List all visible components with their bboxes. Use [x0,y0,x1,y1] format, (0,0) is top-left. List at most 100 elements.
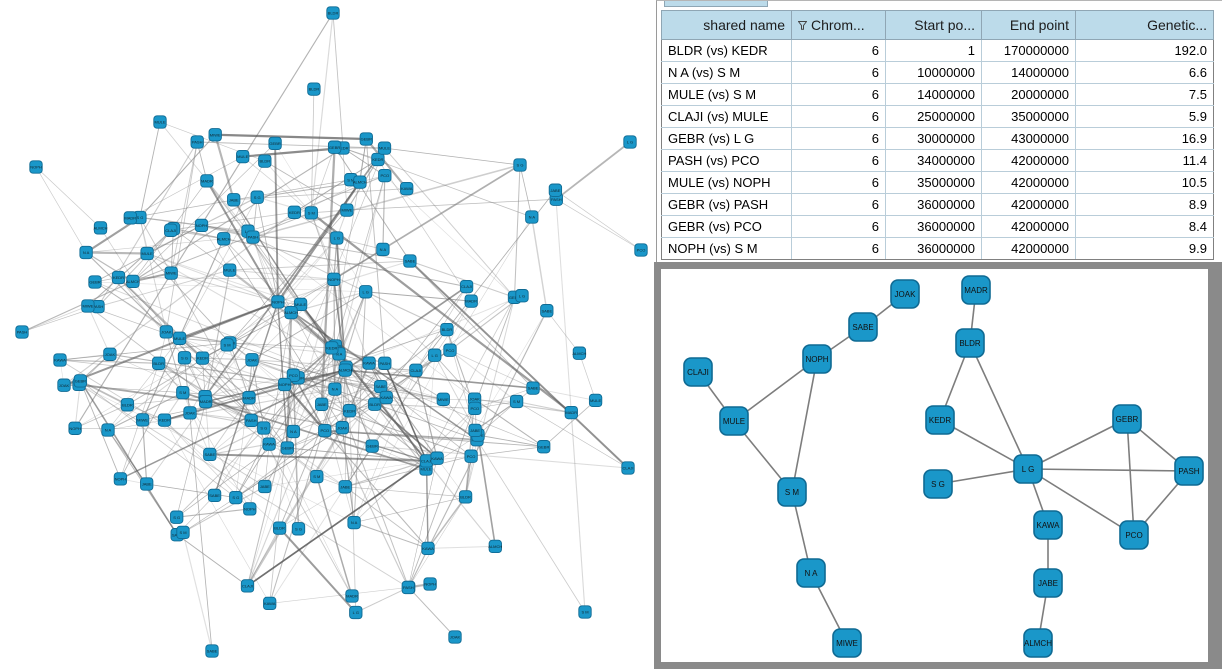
cell-genetic-distance[interactable]: 9.9 [1075,237,1214,260]
overview-node[interactable]: N A [328,382,342,396]
overview-node[interactable]: JABE [140,477,154,491]
overview-node[interactable]: GEBR [327,140,342,154]
overview-node[interactable]: KAWA [263,596,277,611]
cell-start-position[interactable]: 10000000 [885,61,982,84]
overview-node[interactable]: SABE [403,254,417,268]
cell-end-point[interactable]: 42000000 [981,171,1076,194]
overview-node[interactable]: BLDR [440,322,454,337]
overview-node[interactable]: S G [170,510,184,524]
overview-node[interactable]: S G [257,421,271,435]
overview-node[interactable]: NOPH [423,577,437,591]
node-pco[interactable]: PCO [1119,520,1149,550]
node-bldr[interactable]: BLDR [955,328,985,358]
overview-node[interactable]: S M [176,385,190,400]
overview-node[interactable]: MIWE [208,128,222,142]
cell-chromosome[interactable]: 6 [791,215,886,238]
overview-node[interactable]: SABE [540,304,554,318]
overview-node[interactable]: MADR [242,391,256,405]
overview-node[interactable]: MIWE [164,266,178,280]
cell-chromosome[interactable]: 6 [791,193,886,216]
overview-node[interactable]: CLAJI [409,363,423,377]
cell-shared-name[interactable]: MULE (vs) NOPH [661,171,792,194]
overview-node[interactable]: GEBR [280,441,294,455]
edge-gebr-l-g[interactable] [1027,418,1128,470]
overview-node[interactable]: MULE [153,115,167,129]
overview-node[interactable]: N A [79,245,93,260]
node-pash[interactable]: PASH [1174,456,1204,486]
overview-node[interactable]: JOAK [183,406,197,420]
cell-genetic-distance[interactable]: 8.4 [1075,215,1214,238]
overview-node[interactable]: CLAJI [240,579,255,593]
cell-end-point[interactable]: 35000000 [981,105,1076,128]
overview-node[interactable]: GEBR [359,132,373,146]
cell-start-position[interactable]: 25000000 [885,105,982,128]
overview-node[interactable]: GEBR [537,440,551,454]
overview-node[interactable]: N A [101,423,115,437]
overview-node[interactable]: NOPH [194,218,209,233]
node-noph[interactable]: NOPH [802,344,832,374]
cell-genetic-distance[interactable]: 8.9 [1075,193,1214,216]
cell-shared-name[interactable]: GEBR (vs) L G [661,127,792,150]
cell-end-point[interactable]: 20000000 [981,83,1076,106]
overview-node[interactable]: KAWA [262,437,276,451]
cell-start-position[interactable]: 14000000 [885,83,982,106]
overview-node[interactable]: BLDR [258,154,272,168]
cell-shared-name[interactable]: N A (vs) S M [661,61,792,84]
overview-node[interactable]: MULE [377,141,392,155]
cell-chromosome[interactable]: 6 [791,61,886,84]
overview-node[interactable]: GEBR [73,374,88,388]
overview-node[interactable]: JOAK [245,353,259,367]
cell-genetic-distance[interactable]: 10.5 [1075,171,1214,194]
cell-end-point[interactable]: 42000000 [981,149,1076,172]
overview-node[interactable]: N A [525,210,539,224]
overview-node[interactable]: MULE [140,246,154,261]
overview-node[interactable]: CLAJI [459,279,474,294]
node-kawa[interactable]: KAWA [1033,510,1063,540]
overview-node[interactable]: PCO [464,449,478,463]
overview-node[interactable]: MIWE [436,392,450,406]
overview-node[interactable]: NOPH [271,295,285,309]
overview-node[interactable]: ALMCH [284,305,298,320]
cell-start-position[interactable]: 36000000 [885,193,982,216]
edge-l-g-pash[interactable] [1027,468,1190,472]
cell-end-point[interactable]: 42000000 [981,193,1076,216]
cell-chromosome[interactable]: 6 [791,83,886,106]
cell-shared-name[interactable]: BLDR (vs) KEDR [661,39,792,62]
overview-node[interactable]: PASH [246,230,260,244]
overview-node[interactable]: S G [513,158,527,172]
overview-node[interactable]: ALMCH [572,346,587,360]
column-header-end-point[interactable]: End point [981,10,1076,40]
cell-end-point[interactable]: 42000000 [981,237,1076,260]
overview-node[interactable]: JABE [468,423,482,438]
cell-shared-name[interactable]: CLAJI (vs) MULE [661,105,792,128]
overview-node[interactable]: S M [578,605,592,619]
overview-node[interactable]: JABE [227,193,241,207]
overview-node[interactable]: L G [515,289,529,303]
edge-gebr-pco[interactable] [1126,418,1135,536]
overview-node[interactable]: ALMCH [93,221,108,235]
node-jabe[interactable]: JABE [1033,568,1063,598]
overview-node[interactable]: JABE [258,479,272,494]
edge-noph-s-m[interactable] [791,358,818,493]
overview-node[interactable]: KAWA [362,356,376,370]
overview-node[interactable]: L G [359,285,373,299]
overview-node[interactable]: PCO [443,343,457,357]
overview-node[interactable]: SABE [207,488,222,503]
node-gebr[interactable]: GEBR [1112,404,1142,434]
overview-node[interactable]: ALMCH [217,232,231,246]
cell-start-position[interactable]: 36000000 [885,215,982,238]
overview-node[interactable]: S M [304,206,318,220]
overview-node[interactable]: L G [349,605,363,620]
overview-node[interactable]: S G [177,351,192,365]
overview-node[interactable]: S G [291,522,306,536]
cell-genetic-distance[interactable]: 16.9 [1075,127,1214,150]
overview-node[interactable]: JOAK [448,630,462,644]
overview-node[interactable]: BLDR [307,82,321,96]
overview-node[interactable]: GEBR [365,439,379,453]
overview-node[interactable]: S M [176,525,190,540]
overview-node[interactable]: KEDR [111,270,126,285]
overview-node[interactable]: N A [286,424,301,439]
overview-node[interactable]: ALMCH [126,274,140,289]
overview-node[interactable]: KEDR [325,341,339,355]
overview-node[interactable]: NOPH [29,160,43,174]
